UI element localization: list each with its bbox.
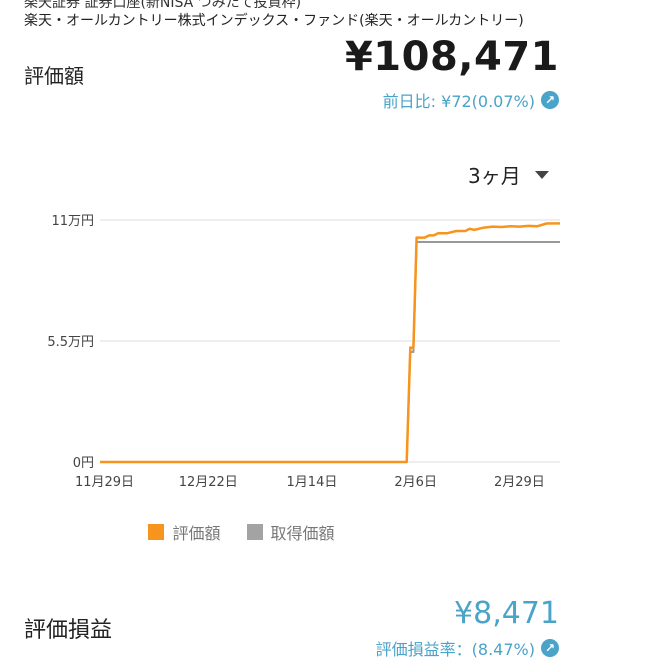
series-line-valuation xyxy=(100,222,561,464)
valuation-chart: 11万円 5.5万円 0円 11月29日 12月22日 1月14日 2月6日 2月29日 xyxy=(47,214,561,490)
x-tick-label: 1月14日 xyxy=(287,475,338,490)
period-select-value: 3ヶ月 xyxy=(468,164,521,188)
legend-swatch-orange xyxy=(148,524,165,540)
arrow-up-right-icon[interactable]: ↗ xyxy=(541,639,559,657)
x-tick-label: 2月29日 xyxy=(494,475,545,490)
series-line-cost xyxy=(100,241,560,463)
x-tick-label: 12月22日 xyxy=(179,475,238,490)
legend-swatch-gray xyxy=(246,524,263,540)
valuation-amount: ¥108,471 xyxy=(344,34,559,80)
valuation-label: 評価額 xyxy=(24,64,84,88)
profit-loss-amount: ¥8,471 xyxy=(454,596,559,631)
arrow-up-right-icon[interactable]: ↗ xyxy=(541,91,559,109)
legend-label: 取得価額 xyxy=(270,524,335,543)
day-change[interactable]: 前日比: ¥72(0.07%) ↗ xyxy=(383,88,559,112)
y-tick-label: 11万円 xyxy=(51,214,94,229)
profit-loss-rate-text: 評価損益率：(8.47%) xyxy=(375,640,535,659)
day-change-text: 前日比: ¥72(0.07%) xyxy=(382,92,535,111)
period-select[interactable]: 3ヶ月 xyxy=(468,160,549,189)
chart-legend: 評価額 取得価額 xyxy=(0,520,663,544)
y-tick-label: 5.5万円 xyxy=(47,335,94,350)
legend-label: 評価額 xyxy=(172,524,221,543)
fund-name: 楽天・オールカントリー株式インデックス・ファンド(楽天・オールカントリー) xyxy=(24,13,524,29)
profit-loss-rate[interactable]: 評価損益率：(8.47%) ↗ xyxy=(376,636,559,660)
profit-loss-label: 評価損益 xyxy=(24,618,113,643)
legend-item-cost: 取得価額 xyxy=(246,520,335,544)
account-name: 楽天証券 証券口座(新NISA つみたて投資枠) xyxy=(24,0,302,11)
legend-item-valuation: 評価額 xyxy=(148,520,221,544)
dropdown-triangle-icon xyxy=(534,170,549,179)
x-tick-label: 11月29日 xyxy=(75,475,134,490)
y-tick-label: 0円 xyxy=(73,456,94,471)
x-tick-label: 2月6日 xyxy=(394,475,437,490)
